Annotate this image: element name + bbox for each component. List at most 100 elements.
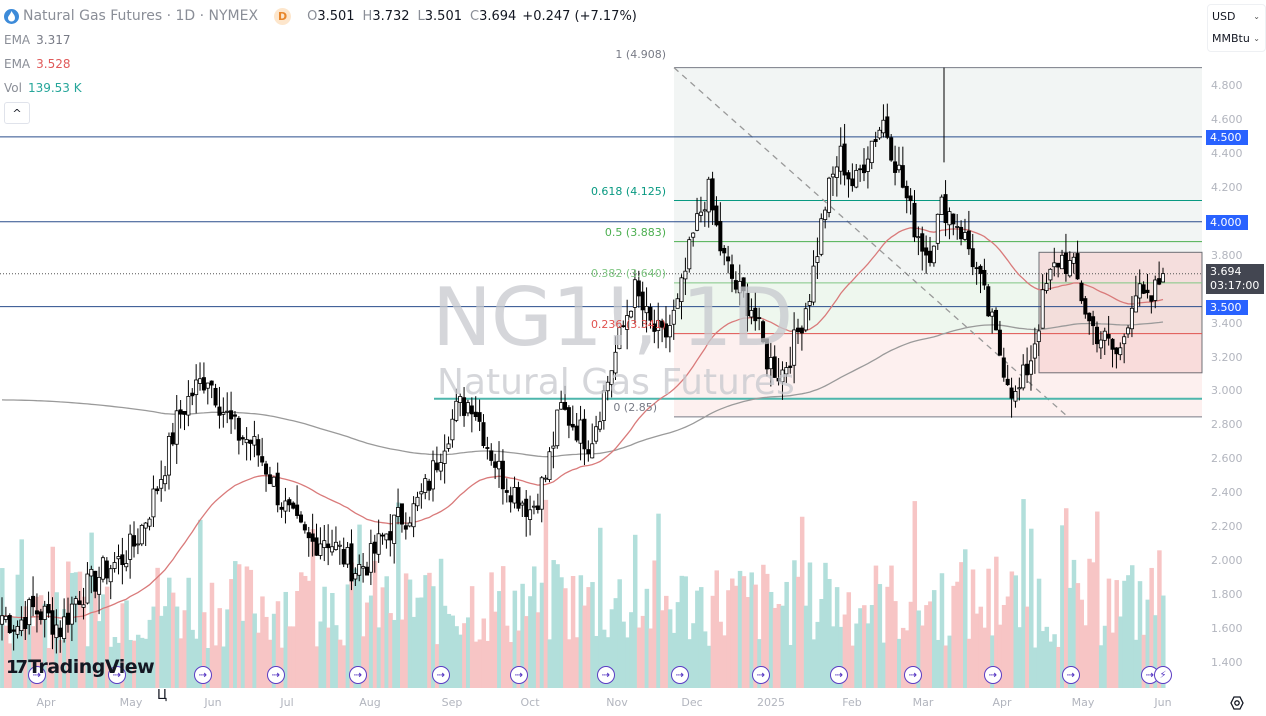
candle-body[interactable] <box>31 595 36 608</box>
candle-body[interactable] <box>411 503 416 528</box>
candle-body[interactable] <box>244 439 249 444</box>
candle-body[interactable] <box>1110 338 1115 350</box>
tradingview-logo[interactable]: 17 TradingView <box>6 656 155 678</box>
candle-body[interactable] <box>225 410 230 413</box>
candle-body[interactable] <box>128 533 133 560</box>
candle-body[interactable] <box>151 488 156 518</box>
candle-body[interactable] <box>34 610 39 615</box>
delayed-data-badge[interactable]: D <box>274 7 292 25</box>
candle-body[interactable] <box>198 378 203 384</box>
candle-body[interactable] <box>508 495 513 503</box>
candle-body[interactable] <box>427 480 432 491</box>
candle-body[interactable] <box>916 236 921 239</box>
candle-body[interactable] <box>1056 262 1061 268</box>
candle-body[interactable] <box>415 496 420 507</box>
candle-body[interactable] <box>42 605 47 620</box>
candle-body[interactable] <box>877 129 882 139</box>
candle-body[interactable] <box>310 533 315 542</box>
candle-body[interactable] <box>842 143 847 176</box>
candle-body[interactable] <box>1106 334 1111 339</box>
candle-body[interactable] <box>322 540 327 548</box>
candle-body[interactable] <box>333 541 338 550</box>
horizontal-line-price-tag[interactable]: 4.000 <box>1206 214 1248 230</box>
candle-body[interactable] <box>520 502 525 506</box>
candle-body[interactable] <box>1157 278 1162 285</box>
candle-body[interactable] <box>667 325 672 338</box>
candle-body[interactable] <box>827 177 832 213</box>
contract-rollover-icon[interactable]: ⇢ <box>349 666 367 684</box>
candle-body[interactable] <box>1126 327 1131 335</box>
candle-body[interactable] <box>726 256 731 262</box>
candle-body[interactable] <box>687 239 692 270</box>
candle-body[interactable] <box>434 462 439 471</box>
contract-rollover-icon[interactable]: ⇢ <box>830 666 848 684</box>
candle-body[interactable] <box>291 502 296 509</box>
candle-body[interactable] <box>298 514 303 523</box>
candle-body[interactable] <box>555 409 560 447</box>
candle-body[interactable] <box>768 357 773 370</box>
unit-dropdown[interactable]: MMBtu ⌄ <box>1208 27 1265 49</box>
candle-body[interactable] <box>1102 330 1107 341</box>
contract-rollover-icon[interactable]: ⇢ <box>752 666 770 684</box>
candle-body[interactable] <box>120 554 125 566</box>
candle-body[interactable] <box>155 488 160 492</box>
candle-body[interactable] <box>23 617 28 629</box>
candle-body[interactable] <box>900 165 905 188</box>
candle-body[interactable] <box>881 119 886 134</box>
candle-body[interactable] <box>213 387 218 406</box>
candle-body[interactable] <box>256 439 261 456</box>
candle-body[interactable] <box>353 573 358 580</box>
candle-body[interactable] <box>772 356 777 378</box>
candle-body[interactable] <box>574 425 579 441</box>
candle-body[interactable] <box>547 451 552 480</box>
candle-body[interactable] <box>1040 289 1045 329</box>
currency-dropdown[interactable]: USD ⌄ <box>1208 5 1265 27</box>
candle-body[interactable] <box>613 351 618 374</box>
candle-body[interactable] <box>302 524 307 531</box>
candle-body[interactable] <box>865 158 870 172</box>
candle-body[interactable] <box>1017 387 1022 390</box>
candle-body[interactable] <box>959 226 964 240</box>
candle-body[interactable] <box>341 549 346 565</box>
candle-body[interactable] <box>597 421 602 430</box>
candle-body[interactable] <box>539 477 544 510</box>
candle-body[interactable] <box>368 543 373 573</box>
candle-body[interactable] <box>858 168 863 171</box>
candle-body[interactable] <box>271 476 276 487</box>
horizontal-line-price-tag[interactable]: 3.500 <box>1206 299 1248 315</box>
candle-body[interactable] <box>1048 268 1053 281</box>
candle-body[interactable] <box>407 522 412 527</box>
candle-body[interactable] <box>423 478 428 493</box>
candle-body[interactable] <box>147 518 152 527</box>
candle-body[interactable] <box>928 250 933 263</box>
candle-body[interactable] <box>357 564 362 576</box>
candle-body[interactable] <box>931 245 936 264</box>
candle-body[interactable] <box>170 432 175 445</box>
candle-body[interactable] <box>485 447 490 449</box>
contract-rollover-icon[interactable]: ⇢ <box>510 666 528 684</box>
candle-body[interactable] <box>3 615 8 620</box>
candle-body[interactable] <box>846 172 851 180</box>
candle-body[interactable] <box>54 624 59 639</box>
candle-body[interactable] <box>85 573 90 604</box>
candle-body[interactable] <box>473 411 478 418</box>
candle-body[interactable] <box>955 226 960 228</box>
candle-body[interactable] <box>73 598 78 605</box>
candle-body[interactable] <box>493 461 498 468</box>
candle-body[interactable] <box>1118 347 1123 356</box>
candle-body[interactable] <box>81 604 86 608</box>
candle-body[interactable] <box>601 390 606 421</box>
candle-body[interactable] <box>489 450 494 461</box>
contract-rollover-icon[interactable]: ⇢ <box>267 666 285 684</box>
candle-body[interactable] <box>819 218 824 255</box>
candle-body[interactable] <box>232 414 237 417</box>
candle-body[interactable] <box>388 531 393 541</box>
candle-body[interactable] <box>966 230 971 250</box>
candle-body[interactable] <box>314 537 319 556</box>
candle-body[interactable] <box>978 265 983 274</box>
candle-body[interactable] <box>543 477 548 480</box>
candle-body[interactable] <box>811 265 816 303</box>
candle-body[interactable] <box>757 317 762 319</box>
candle-body[interactable] <box>182 411 187 415</box>
candle-body[interactable] <box>1036 330 1041 343</box>
